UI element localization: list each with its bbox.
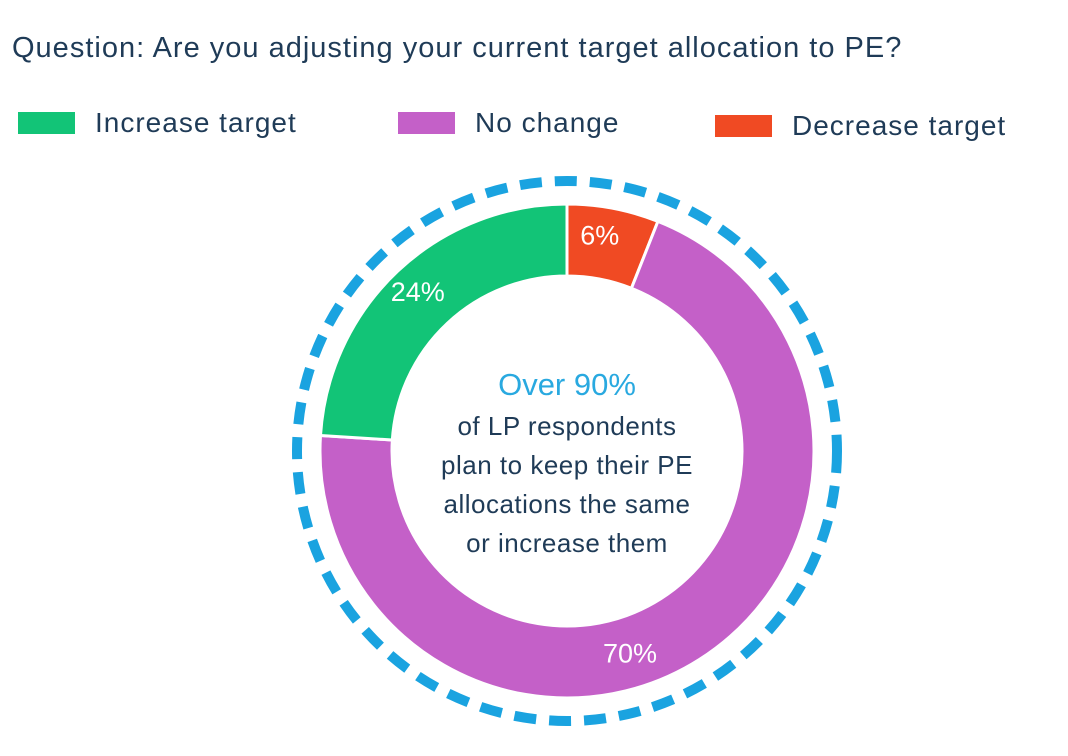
donut-chart: 6% 70% 24% Over 90% of LP respondents plan…: [0, 0, 1068, 756]
center-text-line: plan to keep their PE: [441, 450, 693, 480]
slice-label-increase-target: 24%: [391, 277, 445, 307]
center-text-line: or increase them: [466, 528, 668, 558]
slice-label-no-change: 70%: [603, 638, 657, 668]
slice-label-decrease-target: 6%: [580, 220, 619, 250]
center-text-line: allocations the same: [443, 489, 690, 519]
center-text-line: of LP respondents: [457, 411, 676, 441]
slice-increase-target: [320, 204, 567, 440]
center-headline: Over 90%: [498, 367, 636, 402]
